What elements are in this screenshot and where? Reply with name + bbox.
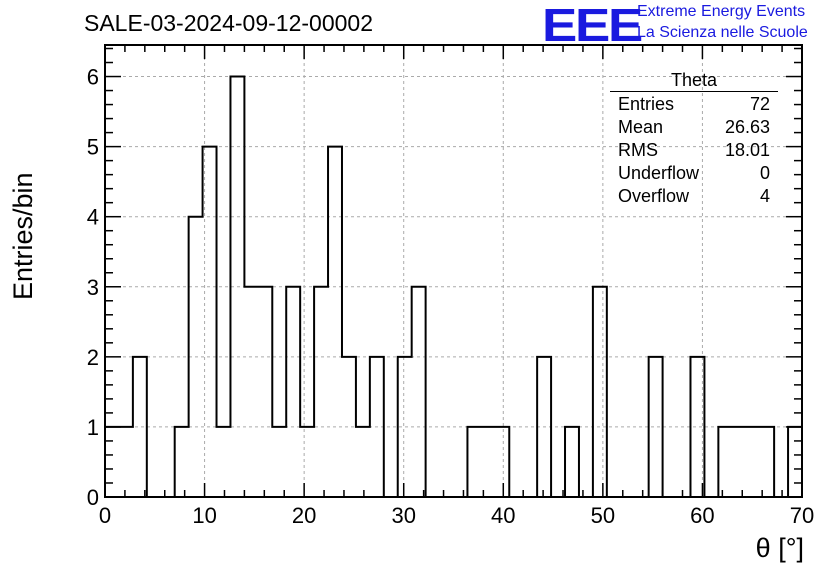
stats-row-rms: RMS 18.01 [610,140,778,163]
x-tick-label: 20 [292,503,316,528]
stats-rows: Entries 72 Mean 26.63 RMS 18.01 Underflow 0 Over… [610,94,778,209]
stats-row-entries: Entries 72 [610,94,778,117]
x-tick-label: 0 [99,503,111,528]
x-tick-label: 30 [391,503,415,528]
stats-label: Entries [618,94,675,114]
stats-title: Theta [610,70,778,92]
stats-value: 72 [749,94,770,114]
x-tick-label: 40 [491,503,515,528]
stats-value: 18.01 [724,140,770,160]
stats-label: Underflow [618,163,700,183]
stats-row-overflow: Overflow 4 [610,186,778,209]
logo-text-line1: Extreme Energy Events [637,3,806,20]
stats-value: 4 [759,186,770,206]
x-tick-label: 50 [591,503,615,528]
eee-logo-mark: EEE [542,0,643,51]
plot-frame [104,44,803,498]
y-tick-label: 4 [87,205,99,230]
x-tick-label: 60 [690,503,714,528]
stats-label: RMS [618,140,658,160]
y-tick-label: 3 [87,275,99,300]
y-tick-label: 0 [87,485,99,510]
stats-label: Overflow [618,186,690,206]
axis-ticks [104,45,803,498]
y-tick-label: 1 [87,415,99,440]
x-tick-label: 10 [192,503,216,528]
chart-title: SALE-03-2024-09-12-00002 [84,10,373,36]
stats-value: 26.63 [724,117,770,137]
stats-label: Mean [618,117,664,137]
stats-row-underflow: Underflow 0 [610,163,778,186]
logo-text-line2: La Scienza nelle Scuole [637,24,808,41]
x-tick-label: 70 [790,503,814,528]
stats-value: 0 [759,163,770,183]
stats-box: Theta Entries 72 Mean 26.63 RMS 18.01 Underflo… [610,70,778,209]
stats-row-mean: Mean 26.63 [610,117,778,140]
y-tick-label: 5 [87,135,99,160]
x-axis-label: θ [°] [755,533,804,563]
y-tick-label: 6 [87,65,99,90]
y-tick-label: 2 [87,345,99,370]
